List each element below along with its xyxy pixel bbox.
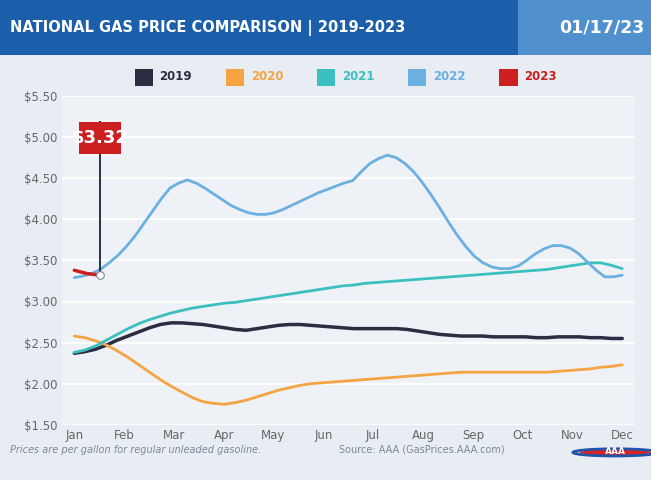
Bar <box>518 0 651 55</box>
Text: 2023: 2023 <box>524 71 557 84</box>
Bar <box>499 70 518 86</box>
Bar <box>408 70 426 86</box>
Text: 2021: 2021 <box>342 71 374 84</box>
Bar <box>226 70 244 86</box>
Circle shape <box>579 449 651 456</box>
Text: Source: AAA (GasPrices.AAA.com): Source: AAA (GasPrices.AAA.com) <box>339 444 504 455</box>
Text: $3.32: $3.32 <box>72 129 128 147</box>
Text: 2019: 2019 <box>159 71 192 84</box>
Text: NATIONAL GAS PRICE COMPARISON | 2019-2023: NATIONAL GAS PRICE COMPARISON | 2019-202… <box>10 20 405 36</box>
Text: 2022: 2022 <box>433 71 465 84</box>
Text: AAA: AAA <box>605 447 626 456</box>
FancyBboxPatch shape <box>79 122 121 154</box>
Text: 2020: 2020 <box>251 71 283 84</box>
Text: 01/17/23: 01/17/23 <box>559 19 644 36</box>
Text: Prices are per gallon for regular unleaded gasoline.: Prices are per gallon for regular unlead… <box>10 444 261 455</box>
Bar <box>0 0 518 55</box>
Bar <box>135 70 153 86</box>
Bar <box>317 70 335 86</box>
